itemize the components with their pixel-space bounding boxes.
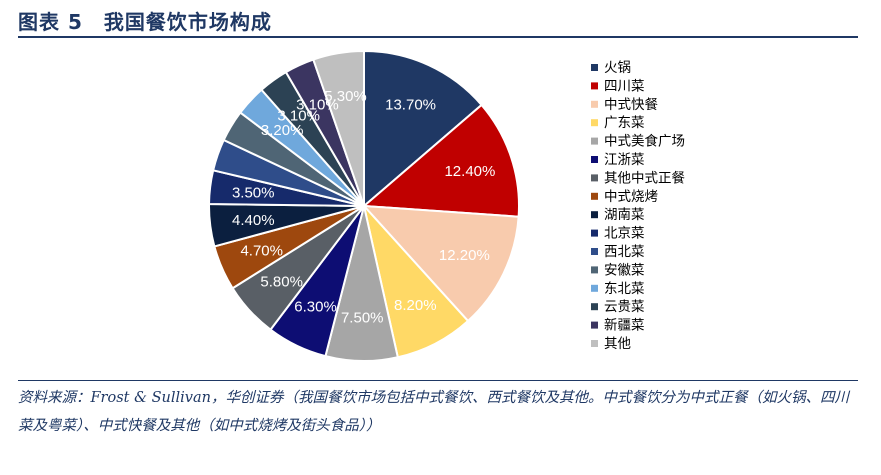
slice-data-label: 3.10%: [277, 108, 320, 125]
slice-data-label: 6.30%: [294, 299, 337, 316]
slice-data-label: 3.10%: [296, 97, 339, 114]
slice-data-label: 3.50%: [232, 184, 275, 201]
legend-swatch: [591, 192, 598, 200]
legend-label: 火锅: [604, 60, 631, 76]
chart-legend: 火锅四川菜中式快餐广东菜中式美食广场江浙菜其他中式正餐中式烧烤湖南菜北京菜西北菜…: [591, 60, 685, 352]
pie-slice: [312, 49, 365, 207]
figure-title: 图表 5 我国餐饮市场构成: [18, 10, 272, 34]
legend-swatch: [591, 284, 598, 292]
legend-label: 中式快餐: [604, 97, 658, 113]
legend-swatch: [591, 340, 598, 347]
legend-swatch: [591, 64, 598, 71]
slice-data-label: 12.20%: [439, 247, 490, 264]
legend-label: 东北菜: [604, 281, 645, 297]
pie-slices: [207, 49, 520, 362]
legend-swatch: [591, 303, 598, 311]
legend-label: 江浙菜: [604, 152, 645, 168]
title-divider: [18, 36, 858, 38]
pie-slice: [361, 103, 520, 218]
legend-label: 北京菜: [604, 226, 645, 242]
slice-data-label: 5.30%: [324, 88, 367, 105]
slice-data-label: 7.50%: [341, 310, 384, 327]
legend-swatch: [591, 248, 598, 255]
legend-label: 其他中式正餐: [604, 170, 685, 186]
legend-swatch: [591, 82, 598, 90]
legend-label: 中式烧烤: [604, 189, 658, 205]
legend-label: 其他: [604, 336, 631, 352]
legend-label: 新疆菜: [604, 318, 645, 334]
legend-swatch: [591, 211, 598, 219]
slice-labels: 13.70% 12.40% 12.20% 8.20% 7.50%6.30% 5.80% 4.…: [232, 88, 495, 327]
slice-data-label: 8.20%: [394, 297, 437, 314]
legend-swatch: [591, 100, 598, 108]
slice-data-label: 12.40%: [444, 163, 495, 180]
footer-divider: [18, 380, 858, 381]
slice-data-label: 4.40%: [232, 212, 275, 229]
legend-label: 中式美食广场: [604, 133, 685, 150]
legend-label: 广东菜: [604, 115, 645, 131]
pie-slice: [363, 49, 483, 209]
legend-label: 西北菜: [604, 244, 645, 260]
pie-chart: 13.70% 12.40% 12.20% 8.20% 7.50%6.30% 5.80% 4.…: [207, 49, 685, 362]
pie-slice: [361, 204, 520, 323]
legend-swatch: [591, 229, 598, 237]
source-note: 资料来源：Frost & Sullivan，华创证券（我国餐饮市场包括中式餐饮、…: [18, 390, 849, 434]
slice-data-label: 4.70%: [240, 243, 283, 260]
legend-label: 云贵菜: [604, 299, 645, 315]
legend-swatch: [591, 266, 598, 274]
legend-swatch: [591, 119, 598, 127]
legend-swatch: [591, 156, 598, 163]
legend-label: 四川菜: [604, 78, 645, 94]
legend-swatch: [591, 321, 598, 329]
legend-swatch: [591, 174, 598, 182]
slice-data-label: 5.80%: [260, 273, 303, 290]
slice-data-label: 13.70%: [385, 97, 436, 114]
legend-swatch: [591, 137, 598, 145]
legend-label: 安徽菜: [604, 262, 645, 278]
legend-label: 湖南菜: [604, 207, 645, 223]
slice-data-label: 3.20%: [261, 122, 304, 139]
